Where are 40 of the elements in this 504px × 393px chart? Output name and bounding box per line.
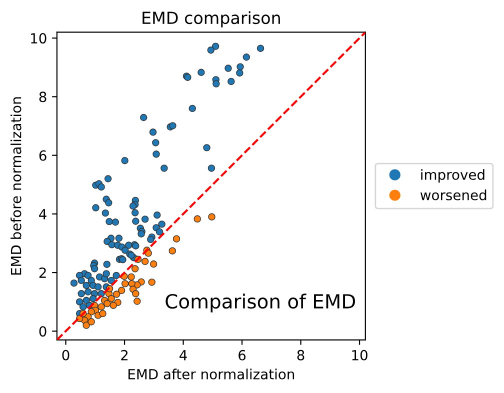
legend-label: worsened [420, 190, 486, 200]
point [141, 258, 149, 266]
point [112, 290, 120, 298]
point [118, 286, 126, 294]
x-tick-label: 8 [297, 350, 304, 360]
point [98, 303, 105, 310]
point [121, 280, 129, 288]
x-axis-title: EMD after normalization [128, 368, 294, 380]
point [132, 290, 140, 298]
point [148, 278, 156, 286]
y-tick-label: 2 [39, 268, 46, 278]
point [194, 215, 201, 223]
point [108, 295, 115, 302]
y-tick-label: 0 [39, 326, 46, 337]
x-tick-label: 4 [180, 350, 187, 360]
x-tick-label: 0 [62, 350, 70, 360]
point [110, 302, 117, 309]
point [131, 265, 139, 272]
y-axis-title: EMD before normalization [10, 97, 22, 275]
x-tick-label: 10 [352, 350, 368, 360]
point [208, 213, 216, 220]
chart-title: EMD comparison [142, 11, 280, 28]
point [82, 322, 90, 329]
y-tick-label: 4 [39, 209, 46, 220]
point [88, 308, 95, 316]
point [88, 318, 95, 326]
y-tick-label: 6 [39, 150, 46, 161]
x-tick-label: 2 [121, 350, 128, 360]
y-tick-label: 10 [31, 33, 46, 44]
point [99, 310, 106, 318]
point [172, 235, 180, 242]
point [104, 300, 111, 308]
point [168, 247, 176, 254]
y-tick-label: 8 [39, 92, 46, 102]
annotation: Comparison of EMD [166, 294, 355, 312]
legend-label: improved [421, 169, 484, 183]
x-tick-label: 6 [238, 350, 246, 360]
point [134, 298, 141, 305]
point [150, 260, 158, 268]
point [128, 273, 135, 281]
